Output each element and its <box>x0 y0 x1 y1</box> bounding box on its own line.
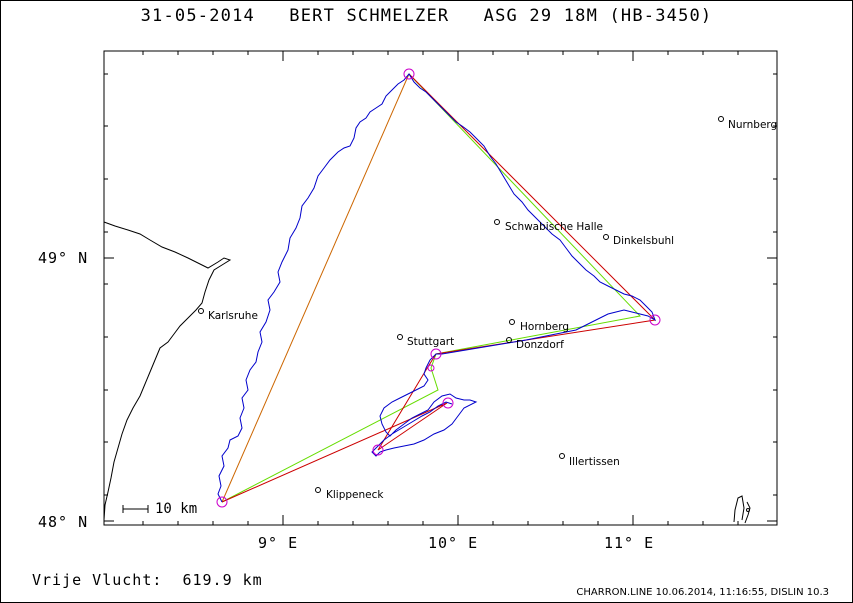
city-label-illertissen: Illertissen <box>569 456 620 468</box>
city-label-donzdorf: Donzdorf <box>516 339 564 351</box>
city-marker-stuttgart-icon <box>397 334 403 340</box>
city-markers <box>198 116 724 493</box>
gps-track <box>217 73 656 503</box>
city-label-schwabische-halle: Schwabische Halle <box>505 221 603 233</box>
city-marker-hornberg-icon <box>509 319 515 325</box>
lat-label-49: 49° N <box>38 249 89 267</box>
city-marker-nurnberg-icon <box>718 116 724 122</box>
free-flight-distance: 619.9 km <box>182 571 263 589</box>
city-marker-donzdorf-icon <box>506 337 512 343</box>
lon-label-9: 9° E <box>258 534 299 552</box>
map-frame <box>103 50 778 526</box>
turnpoint-2-icon <box>649 314 661 326</box>
turnpoint-3-icon <box>430 348 442 360</box>
lon-label-10: 10° E <box>428 534 479 552</box>
city-marker-dinkelsbuhl-icon <box>603 234 609 240</box>
city-marker-karlsruhe-icon <box>198 308 204 314</box>
turnpoint-1-icon <box>403 68 415 80</box>
credit-line: CHARRON.LINE 10.06.2014, 11:16:55, DISLI… <box>576 587 829 598</box>
lon-label-11: 11° E <box>604 534 655 552</box>
turnpoints <box>216 68 661 508</box>
city-marker-illertissen-icon <box>559 453 565 459</box>
task-lines <box>221 73 657 503</box>
scale-bar-icon <box>122 505 149 513</box>
turnpoint-4-icon <box>442 397 454 409</box>
city-label-karlsruhe: Karlsruhe <box>208 310 258 322</box>
turnpoint-start-icon <box>216 496 228 508</box>
country-border-line <box>103 221 232 521</box>
city-label-klippeneck: Klippeneck <box>326 489 384 501</box>
lat-ticks <box>104 73 777 522</box>
free-flight-summary: Vrije Vlucht: 619.9 km <box>32 571 263 589</box>
free-flight-label: Vrije Vlucht: <box>32 571 163 589</box>
city-label-nurnberg: Nurnberg <box>728 119 777 131</box>
city-marker-klippeneck-icon <box>315 487 321 493</box>
lat-label-48: 48° N <box>38 513 89 531</box>
scale-bar-label: 10 km <box>155 501 198 517</box>
flight-title: 31-05-2014 BERT SCHMELZER ASG 29 18M (HB… <box>140 6 713 26</box>
lake-shore-icon <box>733 495 751 524</box>
turnpoint-6-icon <box>427 364 435 372</box>
turnpoint-5-icon <box>372 444 384 456</box>
city-marker-schwabische-halle-icon <box>494 219 500 225</box>
lon-ticks <box>142 51 739 525</box>
city-label-stuttgart: Stuttgart <box>407 336 454 348</box>
city-label-hornberg: Hornberg <box>520 321 569 333</box>
city-label-dinkelsbuhl: Dinkelsbuhl <box>613 235 674 247</box>
